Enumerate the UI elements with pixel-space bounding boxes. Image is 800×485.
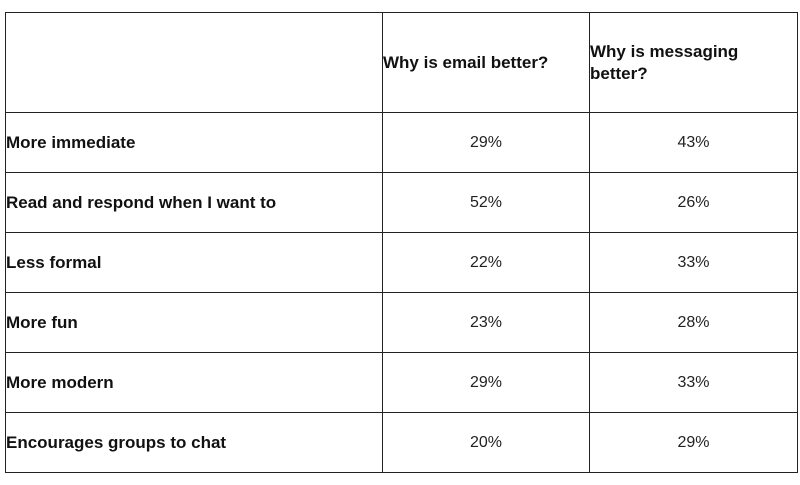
- messaging-value-cell: 26%: [589, 172, 798, 233]
- table-row: Encourages groups to chat 20% 29%: [5, 412, 798, 473]
- email-value-cell: 22%: [382, 232, 590, 293]
- header-row: Why is email better? Why is messaging be…: [5, 12, 798, 113]
- row-label: Read and respond when I want to: [5, 172, 383, 233]
- comparison-table: Why is email better? Why is messaging be…: [5, 12, 798, 473]
- column-header-email: Why is email better?: [382, 12, 590, 113]
- row-label: More fun: [5, 292, 383, 353]
- table-row: More fun 23% 28%: [5, 292, 798, 353]
- row-label: More immediate: [5, 112, 383, 173]
- email-value-cell: 29%: [382, 112, 590, 173]
- messaging-value-cell: 33%: [589, 352, 798, 413]
- row-label: Encourages groups to chat: [5, 412, 383, 473]
- email-value-cell: 29%: [382, 352, 590, 413]
- messaging-value-cell: 28%: [589, 292, 798, 353]
- messaging-value-cell: 33%: [589, 232, 798, 293]
- messaging-value-cell: 29%: [589, 412, 798, 473]
- table-row: More immediate 29% 43%: [5, 112, 798, 173]
- table-row: Read and respond when I want to 52% 26%: [5, 172, 798, 233]
- table-row: Less formal 22% 33%: [5, 232, 798, 293]
- table-row: More modern 29% 33%: [5, 352, 798, 413]
- email-value-cell: 52%: [382, 172, 590, 233]
- email-value-cell: 23%: [382, 292, 590, 353]
- column-header-messaging: Why is messaging better?: [589, 12, 798, 113]
- messaging-value-cell: 43%: [589, 112, 798, 173]
- row-label: More modern: [5, 352, 383, 413]
- row-label: Less formal: [5, 232, 383, 293]
- email-value-cell: 20%: [382, 412, 590, 473]
- corner-header-cell: [5, 12, 383, 113]
